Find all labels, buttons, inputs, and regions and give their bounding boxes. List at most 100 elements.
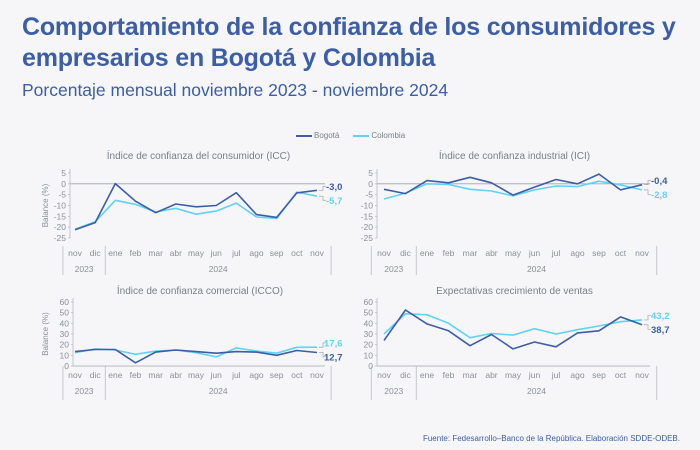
x-tick-label: feb <box>130 370 142 380</box>
end-value-label-bogot: 38,7 <box>651 325 670 336</box>
year-label: 2024 <box>209 264 228 274</box>
end-label-leader <box>644 324 651 330</box>
y-tick-label: 0 <box>368 179 373 189</box>
x-tick-label: nov <box>68 370 82 380</box>
x-tick-label: nov <box>635 248 649 258</box>
year-label: 2023 <box>384 386 403 396</box>
legend-swatch-bogota <box>296 134 312 137</box>
chart-title: Índice de confianza industrial (ICI) <box>439 149 590 162</box>
y-tick-label: 40 <box>364 318 374 328</box>
x-tick-label: jul <box>551 370 561 380</box>
y-tick-label: -20 <box>54 222 67 232</box>
x-tick-label: mar <box>463 370 478 380</box>
series-line-bogot <box>74 348 318 364</box>
x-tick-label: feb <box>443 370 455 380</box>
y-tick-label: 50 <box>364 308 374 318</box>
end-label-leader <box>319 352 326 358</box>
series-line-colombia <box>74 191 318 231</box>
legend-label-bogota: Bogotá <box>314 131 340 140</box>
x-tick-label: ago <box>570 248 584 258</box>
x-tick-label: abr <box>170 248 182 258</box>
legend-swatch-colombia <box>353 134 370 137</box>
legend-label-colombia: Colombia <box>371 131 406 140</box>
chart-title: Índice de confianza comercial (ICCO) <box>117 284 283 297</box>
end-label-leader <box>319 185 326 191</box>
x-tick-label: sep <box>592 370 606 380</box>
x-tick-label: ene <box>420 248 434 258</box>
legend-item-bogota: Bogotá <box>296 131 339 140</box>
x-tick-label: sep <box>270 370 284 380</box>
x-tick-label: jun <box>209 248 222 258</box>
y-tick-label: -15 <box>361 211 374 221</box>
x-tick-label: nov <box>377 248 391 258</box>
end-value-label-colombia: -5,7 <box>326 196 342 207</box>
x-tick-label: may <box>188 370 205 380</box>
x-tick-label: nov <box>635 370 649 380</box>
year-label: 2024 <box>527 264 546 274</box>
chart-ventas: Expectativas crecimiento de ventas 605040… <box>364 286 670 400</box>
y-tick-label: -25 <box>54 233 67 243</box>
end-value-label-colombia: 17,6 <box>324 338 343 349</box>
x-tick-label: abr <box>170 370 182 380</box>
source-note: Fuente: Fedesarrollo–Banco de la Repúbli… <box>422 434 680 443</box>
x-tick-label: jun <box>528 370 541 380</box>
y-tick-label: -10 <box>54 201 67 211</box>
page-subtitle: Porcentaje mensual noviembre 2023 - novi… <box>22 80 449 100</box>
chart-title: Expectativas crecimiento de ventas <box>436 286 593 297</box>
y-tick-label: 0 <box>368 361 373 371</box>
y-tick-label: -10 <box>361 201 374 211</box>
x-tick-label: may <box>505 248 522 258</box>
series-line-colombia <box>383 312 643 339</box>
x-tick-label: jun <box>209 370 222 380</box>
chart-icc: Índice de confianza del consumidor (ICC)… <box>41 149 342 275</box>
y-tick-label: -5 <box>58 190 66 200</box>
x-tick-label: nov <box>310 248 324 258</box>
y-tick-label: 5 <box>61 168 66 178</box>
y-tick-label: -25 <box>361 233 374 243</box>
chart-legend: Bogotá Colombia <box>296 131 405 140</box>
y-axis-label: Balance (%) <box>41 183 50 227</box>
x-tick-label: dic <box>400 370 412 380</box>
chart-ici: Índice de confianza industrial (ICI) 50-5… <box>361 149 668 275</box>
x-tick-label: oct <box>615 370 627 380</box>
y-tick-label: 10 <box>364 350 374 360</box>
x-tick-label: mar <box>463 248 478 258</box>
series-line-bogot <box>383 173 643 196</box>
x-tick-label: oct <box>291 370 303 380</box>
x-tick-label: jul <box>551 248 561 258</box>
end-value-label-colombia: 43,2 <box>651 311 670 322</box>
year-label: 2023 <box>75 264 94 274</box>
end-label-leader <box>644 179 651 186</box>
end-value-label-colombia: -2,8 <box>651 190 667 201</box>
y-tick-label: 60 <box>60 297 70 307</box>
end-label-leader <box>319 342 326 348</box>
y-axis-label: Balance (%) <box>41 312 50 356</box>
y-tick-label: -15 <box>54 211 67 221</box>
x-tick-label: ene <box>420 370 434 380</box>
x-tick-label: ene <box>108 248 122 258</box>
x-tick-label: ene <box>108 370 122 380</box>
x-tick-label: jun <box>528 248 541 258</box>
end-label-leader <box>319 195 326 201</box>
end-value-label-bogot: -0,4 <box>651 176 668 187</box>
y-tick-label: -5 <box>365 190 373 200</box>
y-tick-label: 0 <box>64 361 69 371</box>
x-tick-label: feb <box>130 248 142 258</box>
y-tick-label: -20 <box>361 222 374 232</box>
y-tick-label: 60 <box>364 297 374 307</box>
series-line-bogot <box>383 309 643 350</box>
x-tick-label: ago <box>249 248 263 258</box>
x-tick-label: may <box>505 370 522 380</box>
legend-item-colombia: Colombia <box>353 131 405 140</box>
year-label: 2024 <box>209 386 228 396</box>
x-tick-label: nov <box>310 370 324 380</box>
x-tick-label: ago <box>249 370 263 380</box>
end-value-label-bogot: -3,0 <box>326 182 342 193</box>
end-label-leader <box>644 189 651 195</box>
y-tick-label: 40 <box>60 318 70 328</box>
x-tick-label: mar <box>148 248 163 258</box>
end-value-label-bogot: 12,7 <box>324 352 343 363</box>
y-tick-label: 20 <box>60 340 70 350</box>
y-tick-label: 20 <box>364 340 374 350</box>
x-tick-label: abr <box>485 370 497 380</box>
